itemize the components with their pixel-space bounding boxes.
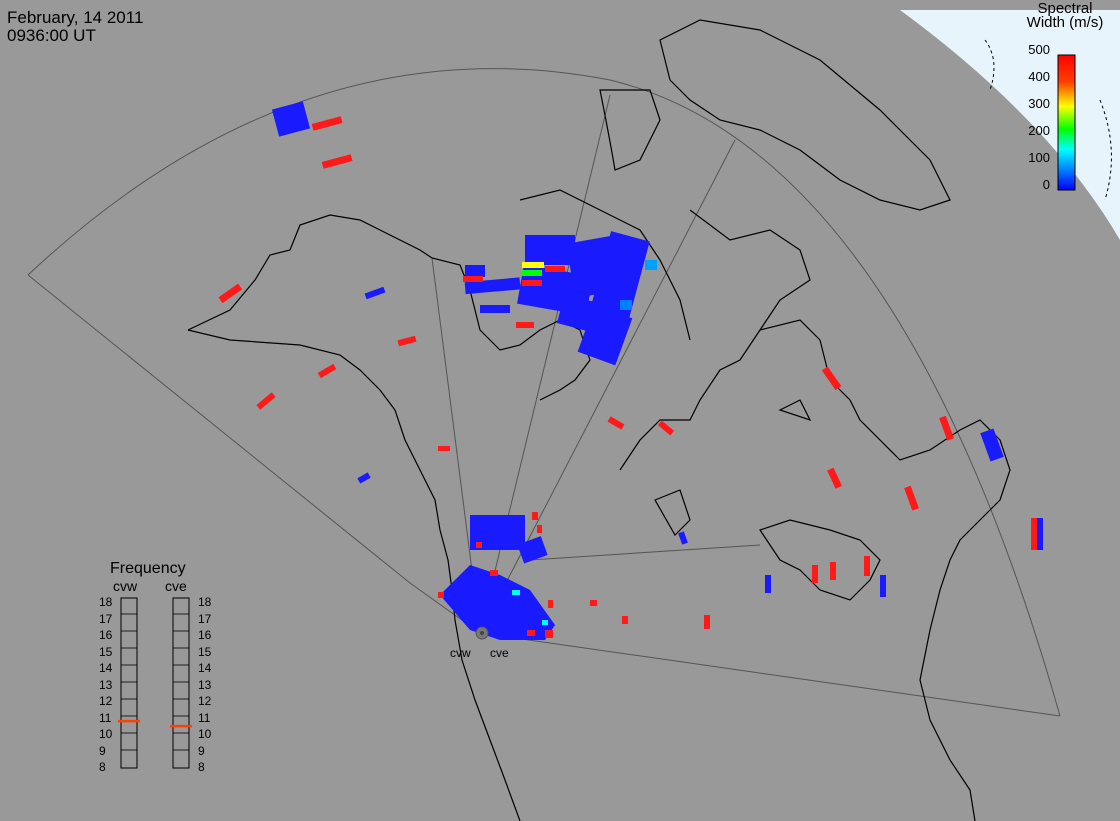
radar-label-west: cvw bbox=[450, 646, 471, 660]
echoes-mid-width bbox=[512, 260, 657, 625]
time-label: 0936:00 UT bbox=[7, 26, 96, 45]
frequency-tick-label: 14 bbox=[198, 661, 212, 675]
colorbar-units: Width (m/s) bbox=[1026, 14, 1104, 31]
colorbar bbox=[1057, 54, 1076, 191]
frequency-tick-label: 10 bbox=[99, 727, 113, 741]
frequency-tick-label: 8 bbox=[99, 760, 106, 774]
frequency-tick-label: 11 bbox=[198, 710, 211, 725]
frequency-tick-label: 15 bbox=[99, 644, 113, 659]
coastlines bbox=[187, 19, 1011, 821]
colorbar-tick: 400 bbox=[1028, 69, 1050, 84]
frequency-tick-label: 13 bbox=[198, 677, 212, 692]
colorbar-tick: 0 bbox=[1042, 177, 1050, 192]
frequency-tick-label: 18 bbox=[99, 595, 113, 609]
frequency-radar-label: cvw bbox=[113, 578, 138, 594]
frequency-tick-label: 13 bbox=[99, 677, 113, 692]
frequency-ladders bbox=[118, 597, 192, 769]
frequency-tick-label: 9 bbox=[198, 743, 205, 758]
colorbar-tick: 300 bbox=[1028, 96, 1050, 111]
frequency-tick-label: 16 bbox=[99, 628, 113, 642]
frequency-tick-label: 14 bbox=[99, 661, 113, 675]
frequency-tick-label: 10 bbox=[198, 727, 212, 741]
colorbar-title: Spectral bbox=[1037, 0, 1093, 17]
frequency-tick-label: 17 bbox=[99, 611, 113, 626]
frequency-tick-label: 12 bbox=[198, 694, 212, 708]
frequency-tick-label: 12 bbox=[99, 694, 113, 708]
date-label: February, 14 2011 bbox=[7, 8, 144, 27]
colorbar-tick: 200 bbox=[1028, 123, 1050, 138]
colorbar-tick: 500 bbox=[1028, 42, 1050, 57]
frequency-radar-label: cve bbox=[165, 578, 187, 594]
frequency-tick-label: 8 bbox=[198, 760, 205, 774]
frequency-tick-label: 18 bbox=[198, 595, 212, 609]
echoes-high-width bbox=[218, 116, 1037, 638]
frequency-tick-label: 9 bbox=[99, 743, 106, 758]
frequency-tick-label: 11 bbox=[99, 710, 112, 725]
radar-label-east: cve bbox=[490, 646, 509, 660]
colorbar-tick: 100 bbox=[1028, 150, 1050, 165]
frequency-tick-label: 16 bbox=[198, 628, 212, 642]
frequency-tick-label: 17 bbox=[198, 611, 212, 626]
frequency-tick-label: 15 bbox=[198, 644, 212, 659]
frequency-title: Frequency bbox=[110, 560, 186, 577]
